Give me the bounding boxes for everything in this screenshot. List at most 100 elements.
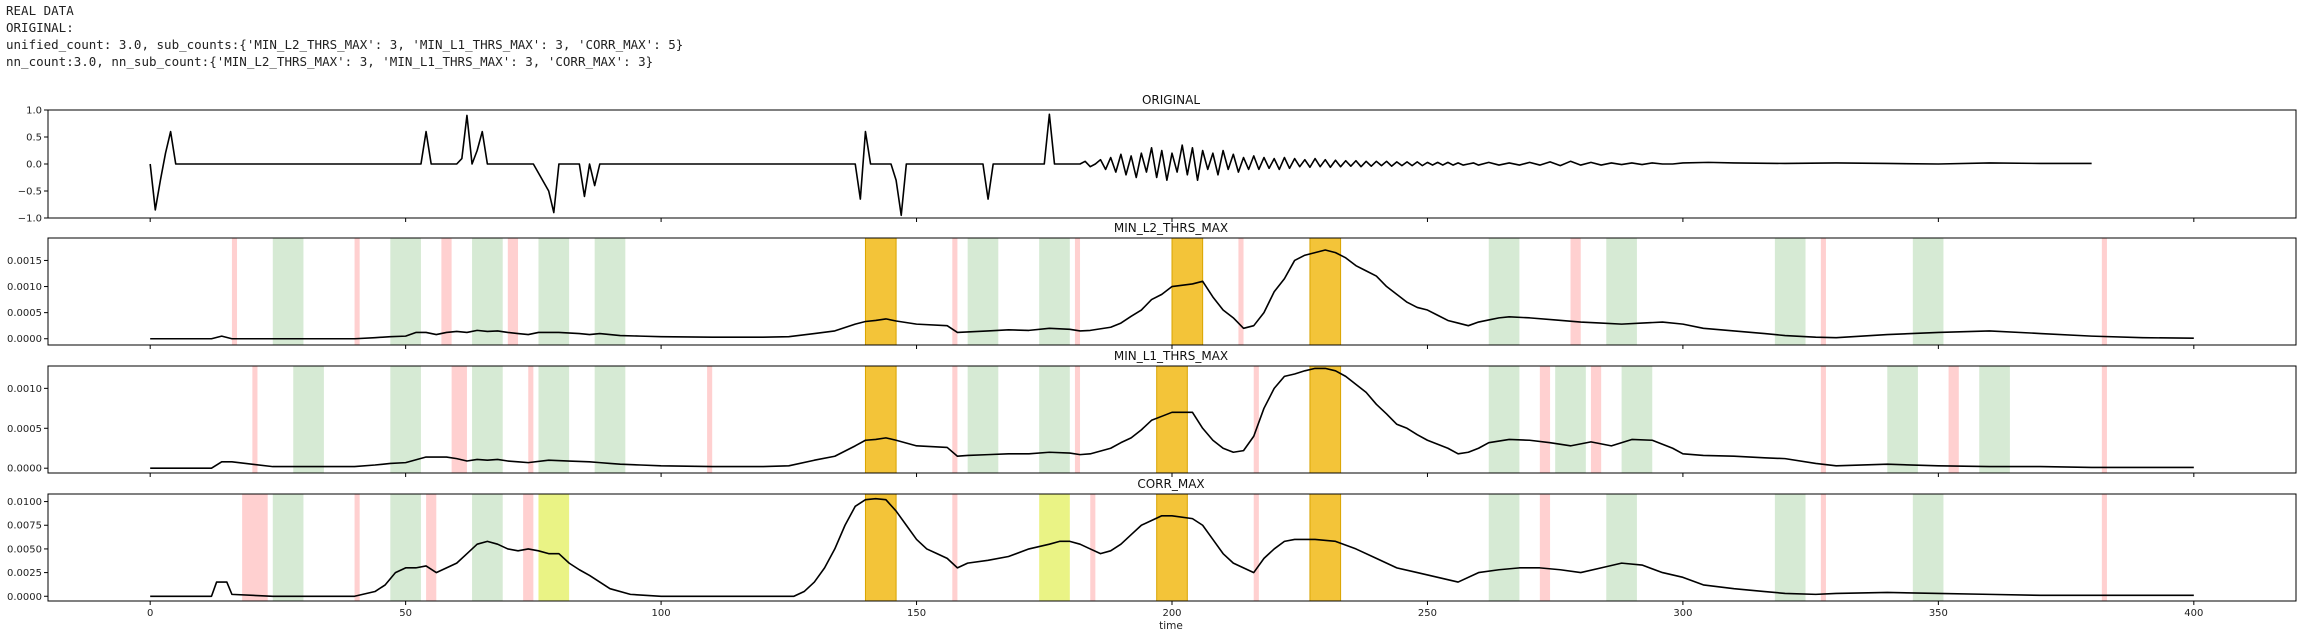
y-tick-label: 0.0005 (7, 424, 42, 435)
x-tick-label: 150 (907, 608, 926, 619)
green-band (538, 238, 570, 345)
y-tick-label: 0.0015 (7, 256, 42, 267)
orange-band (1309, 237, 1342, 346)
green-band (390, 238, 421, 345)
red-band (1238, 238, 1244, 345)
x-tick-label: 300 (1673, 608, 1692, 619)
red-band (231, 238, 238, 345)
red-band (528, 366, 534, 473)
orange-band (864, 237, 897, 346)
red-band (2101, 494, 2107, 601)
red-band (451, 366, 467, 473)
green-band (1606, 494, 1637, 601)
y-tick-label: 0.0000 (7, 334, 42, 345)
red-band (1539, 366, 1551, 473)
green-band (967, 238, 999, 345)
red-band (1820, 494, 1826, 601)
y-tick-label: 0.0100 (7, 497, 42, 508)
green-band (1774, 238, 1806, 345)
green-band (1488, 238, 1520, 345)
red-band (1074, 366, 1081, 473)
green-band (967, 366, 999, 473)
green-band (1606, 238, 1637, 345)
green-band (1912, 238, 1944, 345)
x-axis-label: time (1159, 620, 1183, 632)
panel-title: MIN_L2_THRS_MAX (1114, 221, 1228, 235)
y-tick-label: 0.0075 (7, 521, 42, 532)
red-band (354, 494, 360, 601)
red-band (952, 366, 958, 473)
green-band (390, 366, 421, 473)
green-band (1039, 366, 1070, 473)
red-band (1948, 366, 1959, 473)
green-band (272, 494, 304, 601)
series-line (150, 497, 2194, 598)
green-band (1488, 494, 1520, 601)
green-band (1912, 494, 1944, 601)
y-tick-label: −1.0 (18, 214, 42, 225)
orange-band (1156, 493, 1188, 602)
green-band (1621, 366, 1653, 473)
y-tick-label: 0.0000 (7, 592, 42, 603)
green-band (1555, 366, 1586, 473)
red-band (354, 238, 360, 345)
panel-title: MIN_L1_THRS_MAX (1114, 349, 1228, 363)
orange-band (1156, 365, 1188, 474)
red-band (1820, 238, 1826, 345)
green-band (390, 494, 421, 601)
x-tick-label: 0 (147, 608, 153, 619)
x-tick-label: 100 (652, 608, 671, 619)
green-band (594, 238, 626, 345)
x-tick-label: 50 (399, 608, 412, 619)
red-band (952, 494, 958, 601)
green-band (472, 366, 503, 473)
red-band (952, 238, 958, 345)
green-band (293, 366, 324, 473)
red-band (2101, 366, 2107, 473)
red-band (1074, 238, 1081, 345)
orange-band (864, 493, 897, 602)
red-band (1820, 366, 1826, 473)
red-band (507, 238, 519, 345)
chart-panel-2: 0.0000 0.0005 0.0010 0.0015 MIN_L2_THRS_MAX (7, 221, 2297, 349)
y-tick-label: 0.5 (26, 133, 42, 144)
red-band (242, 494, 268, 601)
red-band (2101, 238, 2107, 345)
green-band (1039, 238, 1070, 345)
y-tick-label: 0.0010 (7, 384, 42, 395)
y-tick-label: 0.0005 (7, 308, 42, 319)
red-band (1570, 238, 1581, 345)
red-band (1253, 366, 1259, 473)
output-text: REAL DATA ORIGINAL: unified_count: 3.0, su… (6, 2, 683, 70)
red-band (1539, 494, 1551, 601)
series-line (149, 113, 2092, 217)
red-band (523, 494, 534, 601)
output-line-1: REAL DATA (6, 3, 74, 18)
output-line-4: nn_count:3.0, nn_sub_count:{'MIN_L2_THRS… (6, 54, 654, 69)
red-band (1090, 494, 1096, 601)
y-tick-label: 0.0 (26, 160, 42, 171)
green-band (272, 238, 304, 345)
x-tick-label: 350 (1929, 608, 1948, 619)
series-line (150, 249, 2194, 340)
panel-title: ORIGINAL (1142, 93, 1200, 107)
series-line (150, 367, 2194, 470)
green-band (1979, 366, 2010, 473)
red-band (1590, 366, 1602, 473)
chart-panel-1: −1.0 −0.5 0.0 0.5 1.0 ORIGINAL (18, 93, 2297, 225)
orange-band (1309, 493, 1342, 602)
red-band (252, 366, 258, 473)
output-line-2: ORIGINAL: (6, 20, 74, 35)
green-band (1488, 366, 1520, 473)
y-tick-label: 1.0 (26, 106, 42, 117)
red-band (426, 494, 437, 601)
chart-panel-3: 0.0000 0.0005 0.0010 MIN_L1_THRS_MAX (7, 349, 2297, 477)
red-band (441, 238, 452, 345)
x-tick-label: 200 (1162, 608, 1181, 619)
red-band (707, 366, 713, 473)
panel-title: CORR_MAX (1137, 477, 1204, 491)
orange-band (1309, 365, 1342, 474)
yellow-band (538, 494, 570, 601)
chart-panel-4: 0.0000 0.0025 0.0050 0.0075 0.0100 0 50 100 150 2… (7, 477, 2297, 619)
